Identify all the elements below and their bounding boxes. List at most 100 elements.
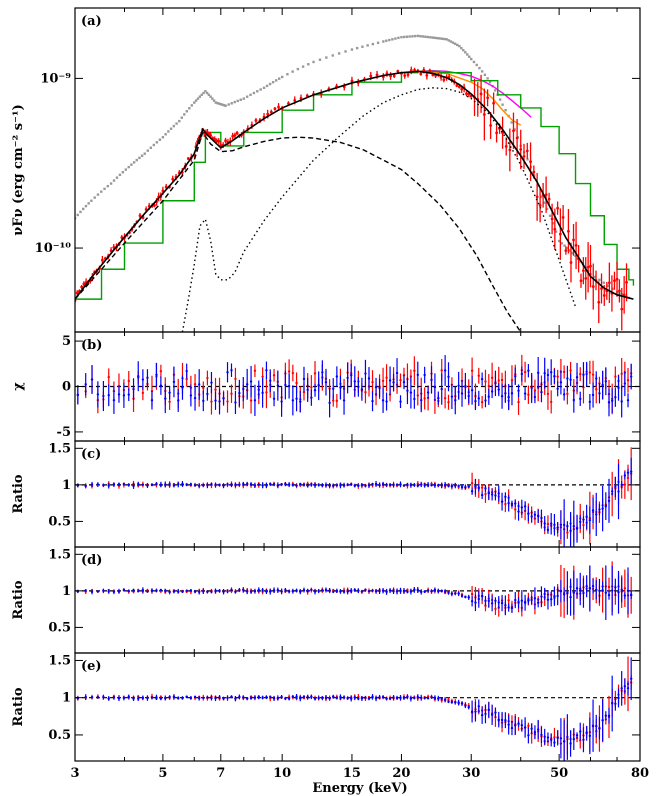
residual-point — [202, 386, 205, 390]
residual-point — [265, 695, 268, 699]
data-point — [375, 73, 379, 77]
residual-point — [507, 395, 510, 399]
residual-point — [562, 393, 566, 396]
residual-point — [346, 590, 349, 593]
residual-point — [371, 399, 374, 403]
residual-point — [416, 394, 419, 397]
gray-data-point — [196, 97, 200, 100]
residual-point — [423, 397, 426, 400]
residual-point — [423, 484, 426, 487]
data-point — [231, 134, 235, 138]
residual-point — [514, 508, 517, 511]
gray-data-point — [291, 70, 294, 73]
residual-point — [510, 392, 514, 395]
residual-point — [566, 524, 569, 528]
residual-point — [520, 372, 524, 376]
residual-point — [497, 388, 500, 391]
residual-point — [257, 588, 260, 592]
data-point — [213, 137, 217, 141]
residual-point — [146, 376, 149, 379]
gray-data-point — [563, 244, 566, 247]
residual-point — [328, 697, 331, 700]
residual-point — [310, 396, 313, 399]
residual-point — [409, 391, 413, 394]
residual-point — [533, 513, 537, 516]
residual-point — [579, 372, 582, 376]
residual-point — [546, 598, 550, 601]
residual-point — [234, 590, 237, 594]
gray-data-point — [419, 34, 422, 38]
residual-point — [626, 471, 630, 474]
residual-point — [399, 696, 402, 700]
data-point — [579, 279, 583, 283]
residual-point — [371, 482, 374, 486]
residual-point — [385, 400, 388, 403]
residual-point — [218, 400, 221, 403]
residual-point — [487, 384, 490, 388]
gray-data-point — [172, 124, 176, 128]
residual-point — [629, 677, 633, 680]
residual-point — [253, 589, 257, 593]
residual-point — [527, 369, 530, 372]
data-point — [529, 160, 532, 164]
residual-point — [378, 695, 381, 699]
data-point — [544, 193, 548, 197]
residual-point — [484, 599, 487, 602]
residual-point — [339, 695, 342, 699]
residual-point — [210, 483, 213, 486]
residual-point — [447, 591, 450, 595]
residual-point — [206, 392, 209, 396]
x-tick-label: 15 — [343, 766, 361, 781]
residual-point — [193, 590, 197, 593]
gray-data-point — [429, 36, 432, 39]
residual-point — [127, 589, 130, 593]
residual-point — [392, 483, 395, 487]
residual-point — [214, 697, 217, 700]
residual-point — [527, 512, 530, 515]
residual-point — [507, 501, 510, 505]
residual-point — [460, 594, 464, 598]
residual-point — [353, 380, 356, 383]
residual-point — [197, 484, 201, 487]
gray-data-point — [296, 67, 300, 71]
residual-point — [416, 484, 419, 487]
residual-point — [339, 589, 342, 593]
data-point — [266, 112, 270, 116]
gray-data-point — [475, 63, 478, 67]
residual-point — [440, 369, 443, 372]
residual-point — [127, 695, 130, 698]
residual-point — [287, 590, 291, 593]
residual-point — [146, 484, 149, 487]
residual-point — [367, 377, 371, 380]
residual-point — [261, 696, 264, 699]
data-point — [553, 227, 557, 231]
residual-point — [357, 697, 360, 700]
residual-point — [517, 722, 520, 725]
residual-point — [474, 601, 477, 604]
gray-data-point — [167, 130, 170, 133]
gray-data-point — [242, 97, 245, 100]
gray-data-point — [109, 182, 113, 185]
gray-data-point — [458, 44, 461, 48]
gray-data-point — [440, 37, 444, 40]
panel-frame — [74, 7, 641, 333]
residual-point — [454, 399, 457, 402]
data-point — [547, 197, 551, 201]
residual-point — [168, 695, 171, 699]
residual-point — [467, 596, 470, 599]
residual-point — [313, 389, 317, 392]
residual-point — [218, 695, 221, 699]
residual-point — [127, 483, 130, 487]
residual-point — [620, 687, 623, 690]
residual-point — [406, 389, 409, 392]
residual-point — [500, 601, 504, 605]
y-axis-label: Ratio — [11, 687, 26, 726]
residual-point — [350, 589, 353, 592]
data-point — [138, 214, 142, 218]
residual-point — [96, 696, 100, 699]
data-point — [369, 74, 373, 78]
model-curve-dotted — [181, 87, 577, 332]
data-point — [392, 74, 396, 78]
residual-point — [378, 590, 381, 593]
residual-point — [523, 392, 527, 395]
